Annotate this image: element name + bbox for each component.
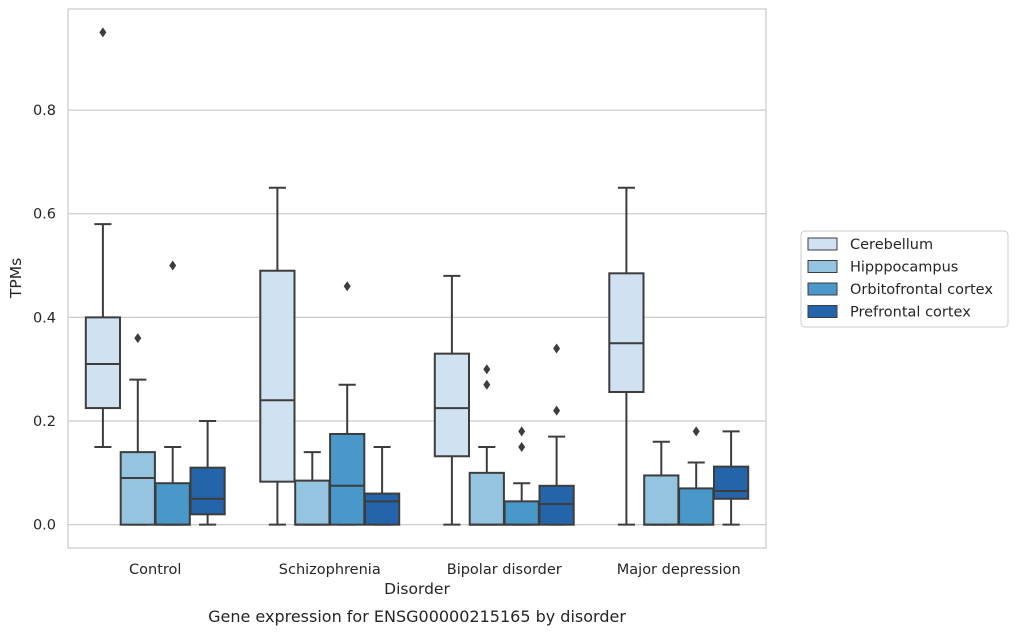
y-tick-label: 0.6: [33, 207, 56, 223]
legend-item: Cerebellum: [807, 237, 933, 253]
x-tick-label: Bipolar disorder: [447, 562, 562, 578]
y-tick-label: 0.8: [33, 103, 56, 119]
outlier-marker: [483, 364, 491, 375]
y-tick-label: 0.4: [33, 310, 56, 326]
box-iqr: [259, 269, 296, 483]
outlier-marker: [134, 333, 142, 344]
box-iqr: [538, 484, 575, 526]
x-tick-labels: Control Schizophrenia Bipolar disorder Majo…: [129, 562, 741, 578]
y-tick-label: 0.2: [33, 414, 56, 430]
box-prefrontal-cortex: [712, 430, 750, 526]
box-iqr: [503, 500, 540, 526]
x-tick-label: Major depression: [617, 562, 741, 578]
outlier-marker: [692, 426, 700, 437]
legend-item: Hipppocampus: [807, 260, 958, 276]
box-iqr: [329, 432, 366, 526]
legend-label: Prefrontal cortex: [850, 305, 971, 321]
box-iqr: [643, 474, 680, 526]
box-iqr: [433, 352, 471, 458]
legend-item: Prefrontal cortex: [807, 305, 971, 321]
x-tick-label: Control: [129, 562, 181, 578]
y-axis-title: TPMs: [7, 258, 25, 299]
legend-swatch: [807, 260, 838, 273]
box-iqr: [294, 479, 331, 526]
x-tick-label: Schizophrenia: [279, 562, 381, 578]
box-cerebellum: [433, 274, 471, 526]
box-iqr: [363, 492, 401, 526]
outlier-marker: [483, 379, 491, 390]
box-iqr: [84, 316, 122, 410]
box-hipppocampus: [468, 364, 505, 526]
box-iqr: [468, 471, 505, 526]
box-prefrontal-cortex: [363, 445, 401, 526]
legend-swatch: [807, 305, 838, 318]
box-orbitofrontal-cortex: [678, 426, 715, 526]
box-prefrontal-cortex: [538, 343, 575, 526]
box-groups: [84, 27, 750, 526]
box-iqr: [712, 465, 750, 500]
box-iqr: [119, 451, 156, 526]
box-iqr: [678, 487, 715, 526]
box-cerebellum: [84, 27, 122, 448]
outlier-marker: [169, 260, 177, 271]
legend-label: Orbitofrontal cortex: [850, 282, 993, 298]
chart-caption: Gene expression for ENSG00000215165 by d…: [208, 607, 626, 626]
legend-label: Cerebellum: [850, 237, 933, 253]
legend-label: Hipppocampus: [850, 260, 958, 276]
legend-swatch: [807, 237, 838, 251]
outlier-marker: [553, 343, 561, 354]
box-orbitofrontal-cortex: [503, 426, 540, 526]
box-iqr: [154, 482, 191, 526]
box-orbitofrontal-cortex: [154, 260, 191, 526]
box-cerebellum: [608, 186, 645, 526]
box-prefrontal-cortex: [189, 420, 226, 526]
outlier-marker: [553, 405, 561, 416]
plot-area-frame: [67, 8, 767, 549]
outlier-marker: [518, 441, 526, 452]
box-orbitofrontal-cortex: [329, 281, 366, 526]
legend-swatch: [807, 282, 838, 296]
legend-frame: [800, 230, 1009, 328]
y-tick-label: 0.0: [33, 518, 56, 534]
outlier-marker: [99, 27, 107, 38]
box-iqr: [189, 466, 226, 516]
x-axis-title: Disorder: [384, 580, 450, 598]
legend-item: Orbitofrontal cortex: [807, 282, 993, 298]
box-cerebellum: [259, 186, 296, 526]
outlier-marker: [518, 426, 526, 437]
box-iqr: [608, 272, 645, 394]
legend: Cerebellum Hipppocampus Orbitofrontal cort…: [800, 230, 1009, 328]
outlier-marker: [343, 281, 351, 292]
box-hipppocampus: [119, 333, 156, 526]
y-tick-labels: 0.0 0.2 0.4 0.6 0.8: [33, 103, 56, 534]
